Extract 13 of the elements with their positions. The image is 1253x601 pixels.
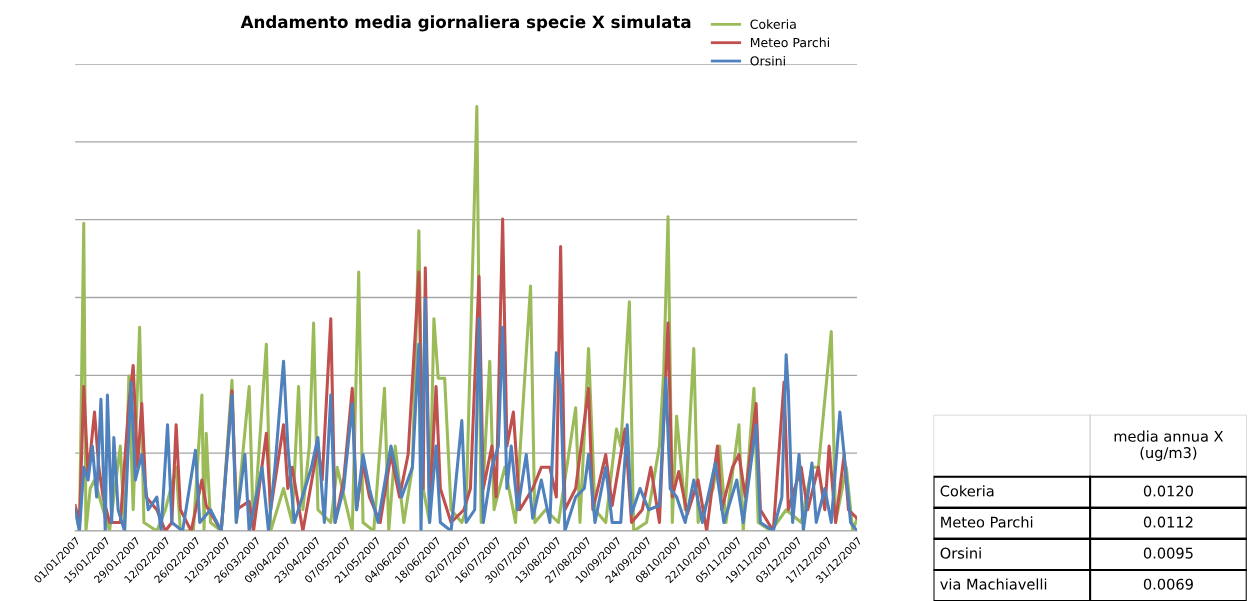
text: 0.0112 [1143, 516, 1193, 528]
category-label: Meteo Parchi [941, 516, 1033, 528]
chart-title: Andamento media giornaliera specie X simulata [240, 15, 691, 32]
category-label: Orsini [940, 547, 981, 559]
category-label: Cokeria [940, 485, 994, 497]
category-label: via Machiavelli [940, 578, 1047, 590]
legend-label: Orsini [750, 55, 785, 66]
text: 0.0120 [1143, 485, 1193, 497]
legend-label: Cokeria [750, 19, 796, 29]
text: 0.0095 [1143, 547, 1193, 559]
legend-label: Meteo Parchi [750, 37, 829, 48]
text: 0.0069 [1143, 578, 1193, 590]
text: media annua X (ug/m3) [1114, 430, 1224, 461]
